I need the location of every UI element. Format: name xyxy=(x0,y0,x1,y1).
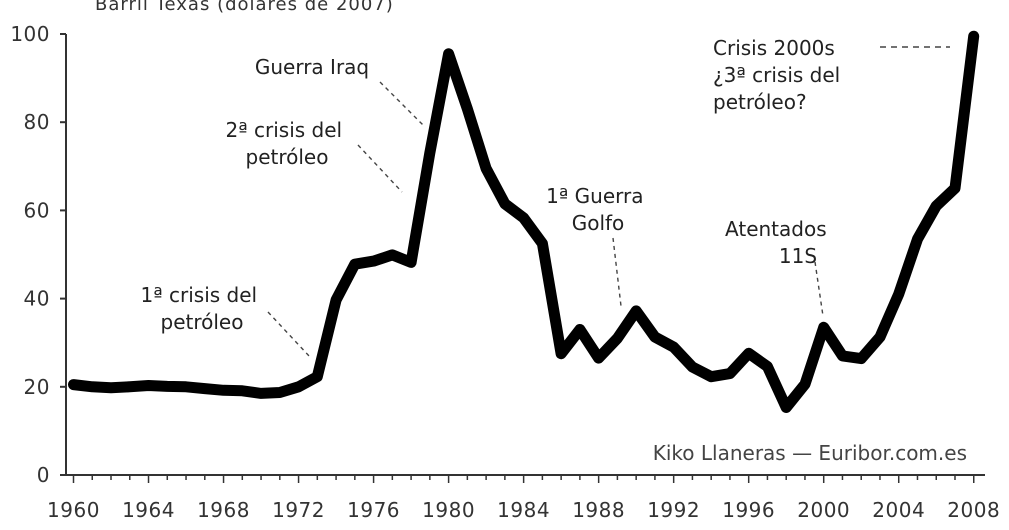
annotation-crisis2000: Crisis 2000s ¿3ª crisis del petróleo? xyxy=(713,36,847,114)
x-tick-label: 1976 xyxy=(347,498,400,522)
annotation-crisis2000-line3: petróleo? xyxy=(713,90,807,114)
annotation-crisis1: 1ª crisis del petróleo xyxy=(141,283,264,334)
leader-crisis1 xyxy=(267,311,311,358)
annotation-atentados: Atentados 11S xyxy=(725,217,833,268)
annotation-crisis2-line1: 2ª crisis del xyxy=(226,118,343,142)
annotation-golfo-line1: 1ª Guerra xyxy=(546,184,643,208)
annotation-iraq-line1: Guerra Iraq xyxy=(255,55,369,79)
annotation-crisis2-line2: petróleo xyxy=(246,145,329,169)
annotation-atentados-line1: Atentados xyxy=(725,217,827,241)
x-tick-label: 1964 xyxy=(122,498,175,522)
price-line xyxy=(68,30,980,413)
annotation-atentados-line2: 11S xyxy=(779,244,817,268)
x-tick-label: 1992 xyxy=(647,498,700,522)
y-tick-label: 60 xyxy=(24,198,50,222)
annotation-crisis2000-line2: ¿3ª crisis del xyxy=(713,63,840,87)
y-tick-label: 40 xyxy=(24,287,50,311)
credit-text: Kiko Llaneras — Euribor.com.es xyxy=(653,441,967,465)
x-tick-label: 1980 xyxy=(422,498,475,522)
x-tick-label: 2004 xyxy=(872,498,925,522)
y-tick-label: 80 xyxy=(24,110,50,134)
leader-iraq xyxy=(379,81,424,126)
x-tick-label: 2008 xyxy=(947,498,1000,522)
annotation-golfo-line2: Golfo xyxy=(572,211,625,235)
chart-title: Barril Texas (dólares de 2007) xyxy=(95,0,394,15)
annotation-crisis2: 2ª crisis del petróleo xyxy=(226,118,349,169)
leader-crisis2 xyxy=(357,144,403,193)
y-tick-label: 100 xyxy=(10,22,50,46)
x-tick-label: 1996 xyxy=(722,498,775,522)
x-tick-label: 1960 xyxy=(47,498,100,522)
y-tick-label: 20 xyxy=(24,375,50,399)
x-tick-label: 1972 xyxy=(272,498,325,522)
x-tick-label: 1968 xyxy=(197,498,250,522)
y-ticks: 0 20 40 60 80 100 xyxy=(10,22,66,487)
annotation-iraq: Guerra Iraq xyxy=(255,55,369,79)
axes xyxy=(65,34,985,476)
leader-atentados xyxy=(814,261,824,317)
annotation-golfo: 1ª Guerra Golfo xyxy=(546,184,650,235)
annotation-crisis2000-line1: Crisis 2000s xyxy=(713,36,835,60)
x-ticks: 1960 1964 1968 1972 1976 1980 1984 1988 1992 1996… xyxy=(47,475,1000,522)
x-tick-label: 1988 xyxy=(572,498,625,522)
x-tick-label: 1984 xyxy=(497,498,550,522)
annotation-leaders xyxy=(267,46,950,358)
annotations: 1ª crisis del petróleo 2ª crisis del pet… xyxy=(141,36,847,334)
x-tick-label: 2000 xyxy=(797,498,850,522)
y-tick-label: 0 xyxy=(37,463,50,487)
leader-golfo xyxy=(612,237,622,307)
annotation-crisis1-line1: 1ª crisis del xyxy=(141,283,258,307)
annotation-crisis1-line2: petróleo xyxy=(161,310,244,334)
